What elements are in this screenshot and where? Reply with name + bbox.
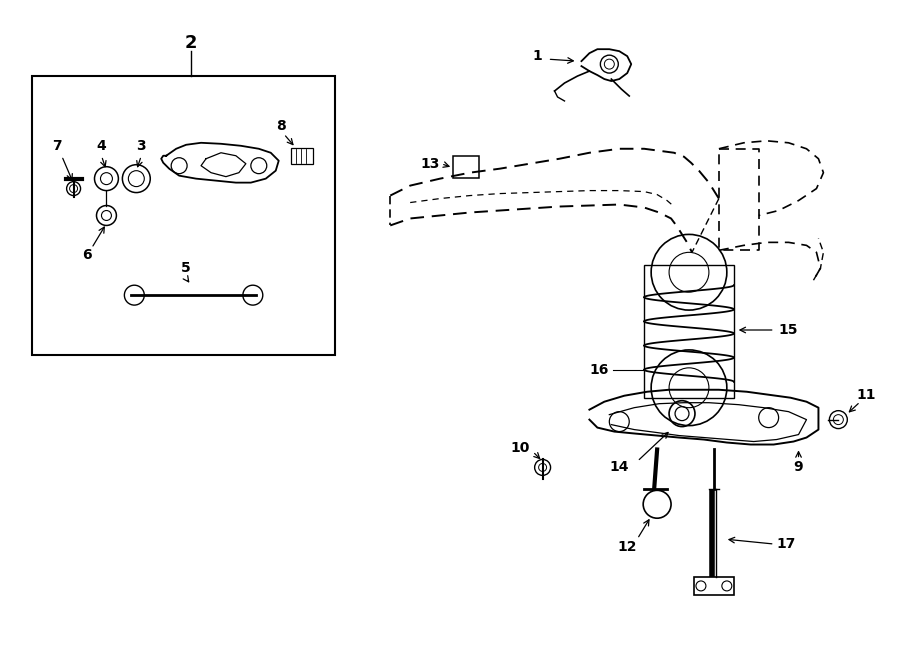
Bar bbox=[291, 148, 312, 164]
Text: 11: 11 bbox=[857, 388, 876, 402]
Text: 7: 7 bbox=[52, 139, 61, 153]
Bar bbox=[32, 76, 336, 355]
Bar bbox=[694, 577, 733, 595]
Text: 17: 17 bbox=[777, 537, 796, 551]
Text: 14: 14 bbox=[609, 461, 629, 475]
Text: 13: 13 bbox=[420, 157, 440, 171]
Text: 6: 6 bbox=[82, 249, 91, 262]
Text: 1: 1 bbox=[533, 49, 543, 63]
Bar bbox=[644, 265, 734, 398]
Text: 2: 2 bbox=[184, 34, 197, 52]
Text: 15: 15 bbox=[778, 323, 798, 337]
Text: 16: 16 bbox=[590, 363, 609, 377]
Text: 10: 10 bbox=[510, 440, 529, 455]
Text: 9: 9 bbox=[794, 461, 804, 475]
Text: 12: 12 bbox=[617, 540, 637, 554]
Text: 4: 4 bbox=[96, 139, 106, 153]
Text: 8: 8 bbox=[275, 119, 285, 133]
Bar bbox=[453, 156, 479, 178]
Text: 3: 3 bbox=[137, 139, 146, 153]
Text: 5: 5 bbox=[181, 261, 191, 275]
Circle shape bbox=[644, 490, 671, 518]
